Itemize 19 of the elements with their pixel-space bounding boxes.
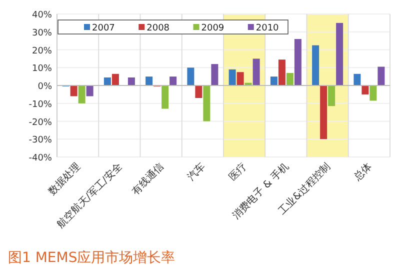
y-tick-label: -40% <box>28 154 52 164</box>
y-tick-label: 30% <box>32 28 52 38</box>
text: 图1 MEMS应用市场增长率 <box>8 250 176 266</box>
y-tick-label: 20% <box>32 46 52 56</box>
legend-label: 2009 <box>201 24 224 34</box>
y-tick-label: 0% <box>38 82 52 92</box>
legend-label: 2008 <box>146 24 170 34</box>
legend-label: 2007 <box>92 24 115 34</box>
y-tick-label: -10% <box>28 100 52 110</box>
x-tick-label: 总体 <box>350 160 374 184</box>
x-tick-label: 汽车 <box>185 160 208 184</box>
x-tick-label: 有线通信 <box>129 160 166 198</box>
y-tick-label: 10% <box>32 64 52 74</box>
y-tick-label: -20% <box>28 118 52 128</box>
y-tick-label: 40% <box>32 10 52 20</box>
y-tick-label: -30% <box>28 136 52 146</box>
legend-label: 2010 <box>256 24 280 34</box>
x-tick-label: 数据处理 <box>46 160 83 198</box>
x-tick-label: 医疗 <box>226 160 250 184</box>
